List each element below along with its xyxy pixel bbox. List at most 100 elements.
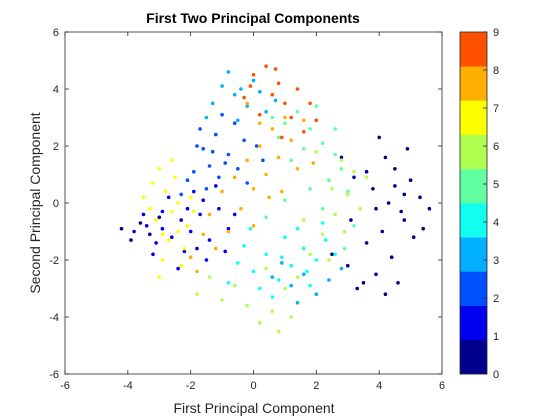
data-point-class-8 [302,118,306,123]
data-point-class-2 [204,187,209,191]
data-point-class-6 [283,286,287,291]
data-point-class-1 [223,249,227,254]
data-point-class-3 [295,301,300,305]
data-point-class-1 [217,206,221,211]
data-point-class-7 [160,258,165,262]
data-point-class-8 [195,269,199,274]
data-point-class-0 [330,252,334,257]
colorbar-ticks: 0 1 2 3 4 5 6 7 8 9 [483,27,499,381]
data-point-class-5 [270,115,275,120]
data-point-class-1 [185,206,190,211]
data-point-class-8 [245,158,249,163]
y-axis-ticks: -6 -4 -2 0 2 4 6 [49,27,442,381]
data-point-class-0 [364,169,369,174]
data-point-class-2 [226,152,231,157]
data-point-class-0 [383,155,388,160]
data-point-class-3 [245,104,249,108]
data-point-class-2 [214,132,218,137]
data-point-class-7 [179,263,183,268]
data-point-class-3 [236,118,240,123]
data-point-class-5 [314,104,319,108]
plot-area: -6 -4 -2 0 2 4 6 -6 -4 -2 0 2 4 6 [49,27,445,392]
data-point-class-2 [198,127,202,131]
data-point-class-6 [302,218,306,222]
data-point-class-7 [170,158,174,163]
data-point-class-2 [220,112,224,117]
data-point-class-9 [264,64,268,68]
data-point-class-4 [251,269,256,274]
data-point-class-3 [339,266,344,271]
data-point-class-0 [380,229,385,234]
data-point-class-0 [374,272,378,277]
data-point-class-6 [220,298,224,302]
data-point-class-5 [346,189,350,194]
data-point-class-9 [276,81,281,86]
data-point-class-0 [402,192,407,197]
data-point-class-9 [248,84,253,88]
data-point-class-2 [217,175,221,180]
data-point-class-3 [232,92,237,97]
data-point-class-5 [276,135,281,140]
data-point-class-4 [314,258,319,262]
data-point-class-1 [176,266,180,271]
data-point-class-8 [276,155,281,160]
data-point-class-1 [179,218,183,222]
data-point-class-0 [408,178,413,182]
data-point-class-6 [195,292,199,297]
data-point-class-7 [157,167,162,171]
data-point-class-6 [245,303,249,308]
data-point-class-5 [320,206,325,211]
data-point-class-1 [144,224,149,228]
colorbar-bin-7 [460,100,487,135]
data-point-class-7 [141,195,146,200]
colorbar-tick-label: 0 [493,369,499,381]
colorbar-tick-label: 8 [493,65,499,77]
data-point-class-3 [327,278,331,282]
colorbar-tick-label: 3 [493,255,499,267]
colorbar-bin-5 [460,168,487,204]
data-point-class-1 [204,258,209,262]
data-point-class-1 [232,212,237,217]
data-point-class-1 [214,184,218,188]
data-point-class-5 [295,110,300,114]
data-point-class-2 [207,164,212,168]
data-point-class-5 [283,198,287,202]
data-point-class-5 [327,178,331,182]
y-tick-label: 2 [53,141,59,153]
x-tick-label: -4 [123,380,133,392]
data-point-class-7 [173,175,177,180]
data-point-class-3 [210,101,215,106]
data-point-class-8 [258,144,262,148]
x-tick-label: 0 [250,380,256,392]
data-point-class-4 [320,221,325,225]
data-point-class-1 [160,226,165,231]
colorbar: 0 1 2 3 4 5 6 7 8 9 [459,27,499,381]
data-point-class-8 [226,229,231,234]
data-point-class-0 [386,201,391,205]
data-point-class-3 [302,272,306,277]
data-point-class-7 [176,229,180,234]
data-point-class-0 [402,218,407,222]
data-point-class-0 [157,215,162,220]
data-point-class-8 [270,127,275,131]
data-point-class-0 [405,147,410,151]
colorbar-tick-label: 6 [493,141,499,153]
data-point-class-2 [192,169,196,174]
colorbar-tick-label: 1 [493,331,499,343]
data-point-class-1 [198,212,202,217]
data-point-class-0 [364,241,369,245]
data-point-class-0 [119,226,124,231]
colorbar-bin-2 [460,271,487,306]
data-point-class-6 [276,329,281,334]
data-point-class-1 [188,229,193,234]
data-point-class-7 [160,232,165,237]
data-point-class-5 [333,152,338,157]
data-point-class-7 [157,275,162,279]
data-point-class-6 [270,309,275,314]
data-point-class-7 [166,238,171,242]
data-point-class-8 [267,195,272,200]
data-point-class-2 [242,138,246,143]
y-tick-label: -2 [49,255,59,267]
data-point-class-0 [421,226,426,231]
data-point-class-7 [148,206,152,211]
